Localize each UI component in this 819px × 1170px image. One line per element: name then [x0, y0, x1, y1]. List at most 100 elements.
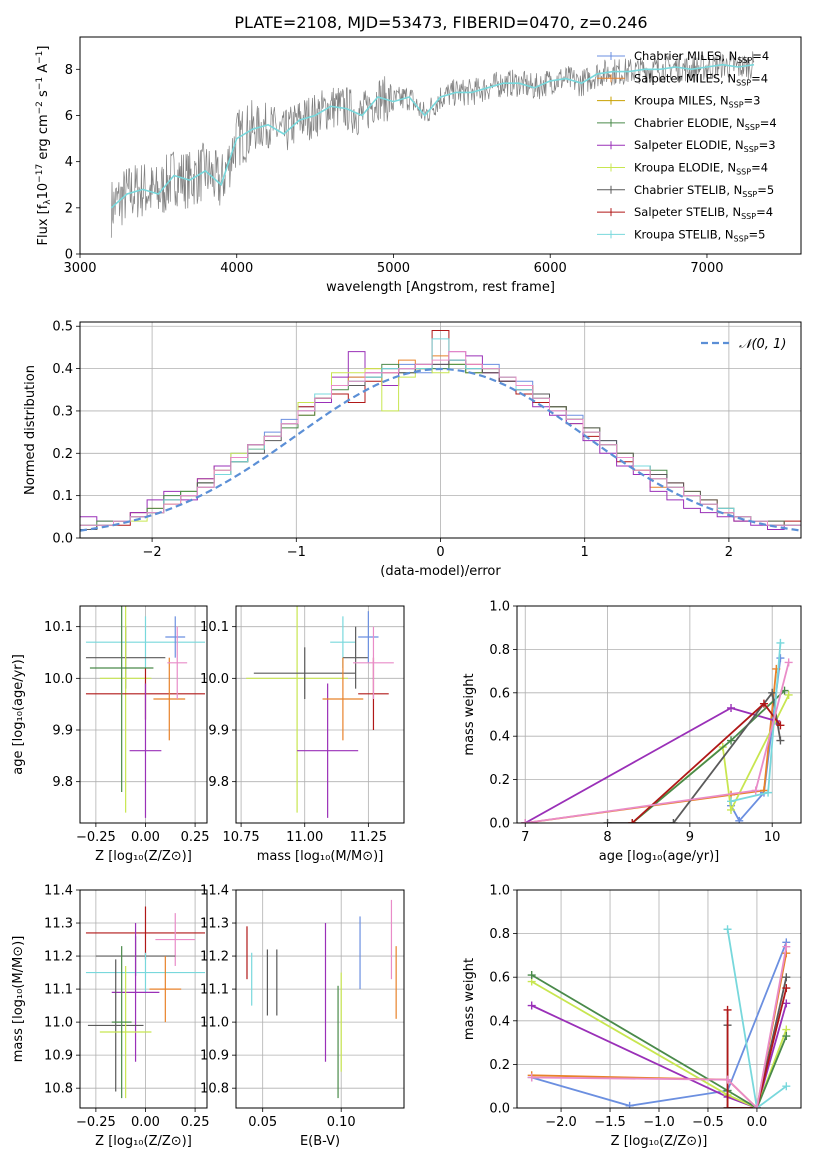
spectrum-ylabel-part: A: [36, 64, 51, 77]
weight_vs_Z-series-2: [531, 1003, 788, 1108]
legend-tail: =3: [744, 94, 761, 108]
weight_vs_age-ytick-label: 0.4: [489, 730, 510, 745]
mass_vs_Z-ytick-label: 10.9: [44, 1049, 73, 1064]
age_vs_mass-ytick-label: 10.0: [200, 672, 229, 687]
legend-main: Kroupa STELIB, N: [634, 227, 734, 241]
weight_vs_Z-marker: [625, 1101, 634, 1108]
weight_vs_age-series-8: [525, 662, 790, 823]
weight_vs_Z-marker: [782, 1032, 791, 1041]
legend-main: Chabrier STELIB, N: [634, 183, 742, 197]
weight_vs_Z-series-0: [531, 941, 788, 1107]
legend-tail: =4: [751, 71, 768, 85]
residuals-ytick-label: 0.3: [52, 404, 73, 419]
weight_vs_Z-marker: [752, 1104, 761, 1108]
spectrum-ytick-label: 6: [65, 109, 73, 124]
weight_vs_Z-marker: [527, 971, 536, 980]
weight_vs_Z-marker: [527, 1073, 536, 1082]
figure-title: PLATE=2108, MJD=53473, FIBERID=0470, z=0…: [234, 13, 647, 32]
age_vs_Z-ytick-label: 9.9: [52, 724, 73, 739]
mass_vs_ebv-ytick-label: 11.2: [200, 950, 229, 965]
weight_vs_Z-series-4: [531, 974, 788, 1108]
weight_vs_Z-series-7: [726, 929, 787, 1108]
spectrum-ylabel-part: Flux [f: [36, 204, 51, 245]
spectrum-panel: [76, 68, 708, 258]
mass_vs_Z-xlabel: Z [log₁₀(Z/Z⊙)]: [95, 1134, 192, 1149]
residual-histogram-8: [80, 351, 801, 538]
spectrum-ytick-label: 4: [65, 155, 73, 170]
spectrum-ylabel-part: λ: [43, 199, 53, 205]
mass_vs_Z-ytick-label: 11.0: [44, 1016, 73, 1031]
mass_vs_ebv-plot-area: [246, 899, 397, 1099]
legend-label-1: Salpeter MILES, NSSP=4: [634, 71, 768, 87]
legend-sub: SSP: [737, 56, 752, 65]
gaussian-curve: [80, 367, 801, 532]
weight_vs_Z-marker: [782, 984, 791, 993]
mass_vs_ebv-xlabel: E(B-V): [300, 1134, 340, 1149]
weight_vs_age-marker: [727, 805, 736, 814]
weight_vs_age-ylabel: mass weight: [462, 673, 477, 755]
mass_vs_Z-panel: [76, 889, 207, 1112]
mass_vs_ebv-ytick-label: 10.8: [200, 1082, 229, 1097]
spectrum-xtick-label: 4000: [220, 261, 253, 276]
age_vs_mass-xtick-label: 11.00: [286, 830, 323, 845]
weight_vs_age-ytick-label: 1.0: [489, 600, 510, 615]
weight_vs_Z-xtick-label: −1.0: [643, 1115, 675, 1130]
legend-main: Salpeter ELODIE, N: [634, 138, 744, 152]
age_vs_Z-xtick-label: 0.25: [181, 830, 210, 845]
legend-sub: SSP: [742, 190, 757, 199]
weight_vs_age-frame: [516, 605, 802, 824]
weight_vs_Z-series-6: [726, 987, 788, 1108]
mass_vs_Z-xtick-label: −0.25: [76, 1115, 116, 1130]
legend-tail: =4: [756, 205, 773, 219]
legend-tail: =4: [760, 116, 777, 130]
age_vs_mass-xtick-label: 10.75: [222, 830, 259, 845]
mass_vs_Z-ytick-label: 11.1: [44, 983, 73, 998]
weight_vs_age-marker: [764, 788, 773, 797]
spectrum-ylabel-part: −17: [35, 164, 45, 183]
weight_vs_Z-marker: [723, 925, 732, 934]
spectrum-plot-area: [110, 51, 755, 238]
residuals-ytick-label: 0.4: [52, 362, 73, 377]
weight_vs_Z-xtick-label: −1.5: [594, 1115, 626, 1130]
legend-sub: SSP: [729, 101, 744, 110]
mass_vs_Z-ytick-label: 11.2: [44, 950, 73, 965]
weight_vs_age-marker: [768, 688, 777, 697]
spectrum-ylabel: Flux [fλ10−17 erg cm−2 s−1 A−1]: [35, 46, 53, 246]
spectrum-ytick-label: 0: [65, 248, 73, 263]
weight_vs_age-xtick-label: 9: [686, 830, 694, 845]
weight_vs_age-marker: [776, 654, 785, 663]
weight_vs_Z-xtick-label: −0.5: [692, 1115, 724, 1130]
weight_vs_age-marker: [603, 819, 612, 823]
residuals-ytick-label: 0.1: [52, 489, 73, 504]
age_vs_Z-frame: [79, 605, 208, 824]
weight_vs_age-ytick-label: 0.2: [489, 773, 510, 788]
weight_vs_Z-marker: [782, 1082, 791, 1091]
residuals-ytick-label: 0.2: [52, 447, 73, 462]
age_vs_mass-xtick-label: 11.25: [350, 830, 387, 845]
weight_vs_age-marker: [776, 721, 785, 730]
weight_vs_age-marker: [735, 816, 744, 823]
age_vs_mass-ytick-label: 10.1: [200, 620, 229, 635]
weight_vs_Z-ytick-label: 1.0: [489, 884, 510, 899]
weight_vs_age-xtick-label: 10: [764, 830, 781, 845]
residuals-xtick-label: 1: [581, 545, 589, 560]
weight_vs_Z-ytick-label: 0.4: [489, 1014, 510, 1029]
residuals-ylabel: Normed distribution: [23, 365, 38, 495]
weight_vs_Z-ylabel: mass weight: [462, 958, 477, 1040]
age_vs_Z-ylabel: age [log₁₀(age/yr)]: [11, 654, 26, 775]
mass_vs_ebv-xtick-label: 0.05: [248, 1115, 277, 1130]
legend-tail: =3: [759, 138, 776, 152]
spectrum-ylabel-part: ]: [36, 46, 51, 51]
legend-main: Kroupa MILES, N: [634, 94, 729, 108]
weight_vs_Z-marker: [723, 1005, 732, 1014]
spectrum-xtick-label: 6000: [534, 261, 567, 276]
age_vs_mass-frame: [235, 605, 405, 824]
age_vs_Z-panel: [76, 606, 207, 827]
legend-sub: SSP: [734, 234, 749, 243]
weight_vs_Z-ytick-label: 0.0: [489, 1102, 510, 1117]
weight_vs_age-xlabel: age [log₁₀(age/yr)]: [599, 849, 720, 864]
weight_vs_age-marker: [759, 699, 768, 708]
mass_vs_ebv-ytick-label: 10.9: [200, 1049, 229, 1064]
spectrum-xtick-label: 3000: [63, 261, 96, 276]
